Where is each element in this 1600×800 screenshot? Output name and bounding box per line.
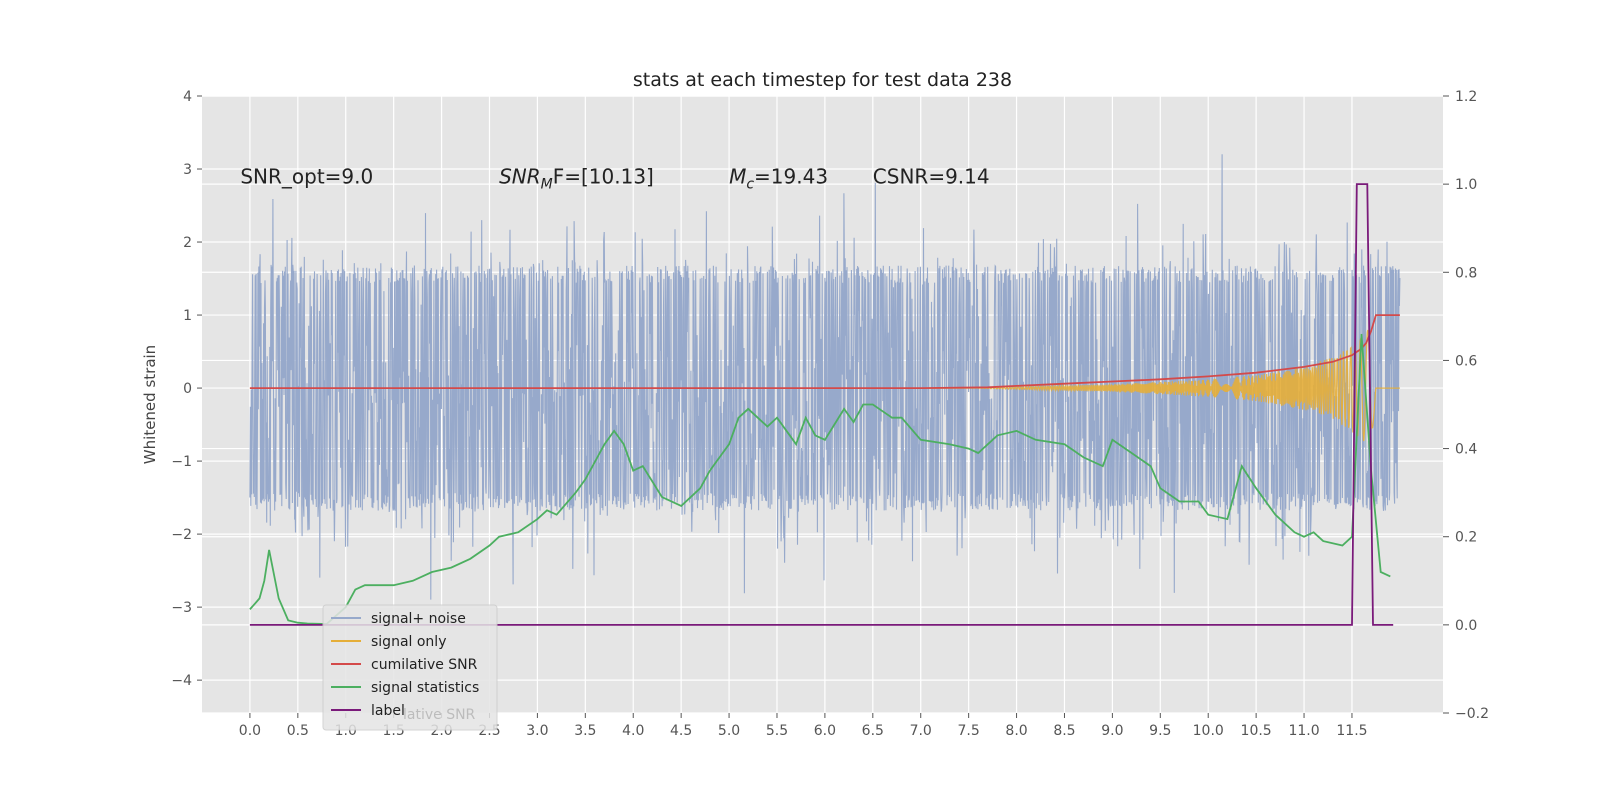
y2-tick-label: 0.8 — [1455, 265, 1477, 281]
x-tick-label: 0.5 — [287, 723, 309, 739]
y-tick-label: −4 — [171, 673, 192, 689]
x-tick-label: 9.5 — [1149, 723, 1171, 739]
x-tick-label: 7.0 — [910, 723, 932, 739]
annotation-mc: Mc=19.43 — [729, 165, 828, 193]
series-signal-noise-line — [249, 154, 1401, 600]
series-label-line — [249, 183, 1394, 626]
legend-box — [322, 604, 498, 731]
x-tick-label: 10.5 — [1241, 723, 1272, 739]
axes: 0.0 0.5 1.0 1.5 2.0 2.5 3.0 3.5 4.0 4.5 5.0 5.5 6.0 6… — [171, 89, 1489, 739]
y2-tick-label: 1.2 — [1455, 89, 1477, 105]
annotations: SNR_opt=9.0 CSNR=9.14 SNRMF=[10.13] Mc=19.4… — [240, 165, 989, 193]
legend-label: label — [371, 703, 405, 719]
series-cumilative-snr-line — [249, 314, 1400, 389]
y-tick-label: 2 — [183, 235, 192, 251]
x-tick-label: 4.5 — [670, 723, 692, 739]
y2-tick-label: 0.2 — [1455, 530, 1477, 546]
annotation-label: CSNR=9.14 — [873, 165, 990, 189]
x-tick-label: 5.5 — [766, 723, 788, 739]
y-tick-label: 1 — [183, 308, 192, 324]
chart-title: stats at each timestep for test data 238 — [633, 69, 1012, 91]
y-tick-label: 4 — [183, 89, 192, 105]
legend-overlap-text: lative SNR — [403, 707, 476, 723]
x-tick-label: 3.0 — [526, 723, 548, 739]
x-tick-label: 11.5 — [1336, 723, 1367, 739]
x-tick-label: 11.0 — [1288, 723, 1319, 739]
y2-tick-label: 0.6 — [1455, 353, 1477, 369]
x-tick-label: 7.5 — [958, 723, 980, 739]
legend: lative SNR signal+ noise signal only cumila… — [322, 604, 498, 731]
x-tick-label: 4.0 — [622, 723, 644, 739]
annotation-label: SNR_opt=9.0 — [240, 165, 373, 189]
x-tick-label: 10.0 — [1193, 723, 1224, 739]
legend-label: signal only — [371, 634, 446, 650]
x-tick-label: 8.5 — [1053, 723, 1075, 739]
legend-label: cumilative SNR — [371, 657, 478, 673]
legend-label: signal+ noise — [371, 611, 466, 627]
legend-label: signal statistics — [371, 680, 479, 696]
series-layer — [249, 154, 1401, 626]
y-axis-label: Whitened strain — [141, 345, 159, 464]
x-tick-label: 5.0 — [718, 723, 740, 739]
x-tick-label: 6.5 — [862, 723, 884, 739]
series-signal-statistics-line — [249, 333, 1391, 625]
annotation-snr-mf: SNRMF=[10.13] — [499, 165, 654, 193]
y2-tick-label: 1.0 — [1455, 177, 1477, 193]
x-tick-label: 6.0 — [814, 723, 836, 739]
y-tick-label: 0 — [183, 381, 192, 397]
y-tick-label: 3 — [183, 162, 192, 178]
y-tick-label: −2 — [171, 527, 192, 543]
y2-tick-label: −0.2 — [1455, 706, 1489, 722]
y-tick-label: −1 — [171, 454, 192, 470]
x-tick-label: 8.0 — [1005, 723, 1027, 739]
y2-tick-label: 0.0 — [1455, 618, 1477, 634]
x-tick-label: 3.5 — [574, 723, 596, 739]
y2-tick-label: 0.4 — [1455, 442, 1477, 458]
x-tick-label: 0.0 — [239, 723, 261, 739]
x-tick-label: 9.0 — [1101, 723, 1123, 739]
y-tick-label: −3 — [171, 600, 192, 616]
